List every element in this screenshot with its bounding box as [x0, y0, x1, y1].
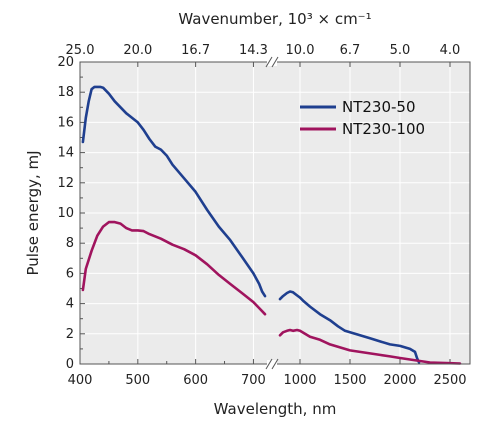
axis-break-gap-bottom: [267, 360, 277, 368]
x-tick-label: 2000: [383, 373, 416, 388]
y-tick-label: 20: [57, 55, 74, 70]
y-axis-title: Pulse energy, mJ: [24, 150, 42, 275]
legend: NT230-50 NT230-100: [300, 98, 425, 138]
x-tick-label: 400: [68, 373, 93, 388]
top-tick-label: 10.0: [286, 43, 315, 58]
tick-labels: 0 2 4 6 8 10 12 14 16 18 20 400 500 600 700 1000 1500 200…: [57, 43, 466, 388]
top-tick-label: 16.7: [181, 43, 210, 58]
top-tick-label: 6.7: [340, 43, 361, 58]
y-tick-label: 16: [57, 115, 74, 130]
top-tick-label: 5.0: [390, 43, 411, 58]
y-tick-label: 10: [57, 206, 74, 221]
top-tick-label: 14.3: [239, 43, 268, 58]
top-tick-label: 4.0: [440, 43, 461, 58]
y-tick-label: 2: [66, 327, 74, 342]
x-tick-label: 700: [241, 373, 266, 388]
axis-break-gap-top: [267, 58, 277, 66]
series-line-nt230-100: [278, 328, 462, 365]
x-tick-label: 500: [125, 373, 150, 388]
axis-break: [265, 56, 279, 370]
y-tick-label: 14: [57, 146, 74, 161]
x-tick-label: 600: [183, 373, 208, 388]
top-tick-label: 20.0: [123, 43, 152, 58]
y-tick-label: 18: [57, 85, 74, 100]
legend-label: NT230-100: [342, 120, 425, 138]
y-tick-label: 0: [66, 357, 74, 372]
y-tick-label: 4: [66, 297, 74, 312]
x-axis-title: Wavelength, nm: [214, 400, 337, 418]
axis-break-mark: [265, 358, 273, 370]
top-axis-title: Wavenumber, 10³ × cm⁻¹: [178, 10, 371, 28]
legend-label: NT230-50: [342, 98, 416, 116]
series-line-nt230-50: [278, 290, 421, 364]
axis-break-mark: [271, 56, 279, 68]
series-line-nt230-50: [81, 85, 267, 298]
x-tick-label: 1500: [333, 373, 366, 388]
top-tick-label: 25.0: [66, 43, 95, 58]
axis-break-mark: [271, 358, 279, 370]
x-tick-label: 1000: [283, 373, 316, 388]
axis-break-mark: [265, 56, 273, 68]
y-tick-label: 8: [66, 236, 74, 251]
series-line-nt230-100: [81, 220, 267, 316]
y-tick-label: 6: [66, 266, 74, 281]
y-tick-label: 12: [57, 176, 74, 191]
x-tick-label: 2500: [433, 373, 466, 388]
series-layer: [81, 85, 462, 365]
